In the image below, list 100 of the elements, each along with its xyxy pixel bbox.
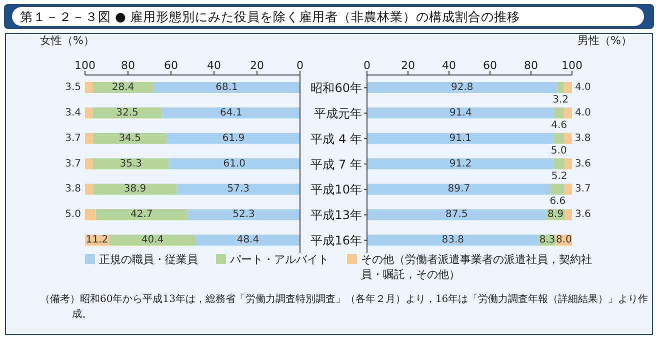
data-label: 68.1 — [216, 82, 238, 93]
data-label: 52.3 — [232, 209, 255, 220]
y-tick-label: 平成10年 — [310, 182, 362, 197]
data-label: 92.8 — [450, 82, 474, 93]
y-tick-label: 平成元年 — [314, 106, 362, 120]
data-label: 11.2 — [86, 234, 108, 246]
legend-label: 正規の職員・従業員 — [99, 252, 198, 267]
data-label: 61.0 — [223, 158, 246, 170]
bar — [367, 184, 551, 195]
bar — [557, 82, 564, 93]
x-tick-label: 80 — [524, 59, 538, 72]
data-label: 8.9 — [548, 209, 564, 220]
x-tick-label: 40 — [207, 59, 221, 72]
bar — [92, 132, 167, 144]
y-tick-label: 平成 4 年 — [310, 132, 362, 146]
x-tick-label: 20 — [250, 59, 264, 72]
bar — [367, 234, 539, 246]
bar — [564, 184, 572, 195]
data-label: 5.2 — [551, 170, 568, 182]
x-tick-label: 100 — [562, 59, 582, 72]
bar — [554, 158, 565, 170]
data-label: 35.3 — [120, 158, 142, 170]
x-tick-label: 0 — [364, 59, 370, 72]
bar — [168, 158, 300, 170]
y-tick-label: 平成 7 年 — [310, 157, 362, 172]
data-label: 3.8 — [574, 132, 591, 144]
x-tick-label: 60 — [483, 59, 497, 72]
data-label: 3.6 — [575, 209, 591, 220]
x-tick-label: 100 — [74, 59, 96, 72]
data-label: 91.4 — [450, 107, 472, 118]
data-label: 34.5 — [118, 132, 141, 144]
data-label: 32.5 — [116, 107, 138, 118]
data-label: 5.0 — [65, 209, 81, 220]
bar — [367, 209, 546, 220]
bar — [85, 107, 92, 118]
data-label: 3.7 — [575, 184, 591, 195]
data-label: 6.6 — [550, 196, 566, 208]
bar — [554, 132, 564, 144]
data-label: 89.7 — [448, 184, 470, 195]
data-label: 5.0 — [550, 145, 567, 156]
data-label: 8.0 — [556, 234, 572, 246]
data-label: 28.4 — [112, 82, 134, 93]
data-label: 91.1 — [449, 132, 472, 144]
bar — [564, 82, 572, 93]
bar — [85, 82, 93, 93]
bar — [367, 82, 558, 93]
bar — [564, 132, 572, 144]
bar — [554, 107, 564, 118]
bar — [564, 209, 572, 220]
bar — [92, 158, 169, 170]
bar — [162, 107, 300, 118]
bar — [367, 132, 554, 144]
bar — [564, 158, 572, 170]
bar — [85, 158, 93, 170]
x-tick-label: 40 — [442, 59, 456, 72]
text: （備考）昭和60年から平成13年は，総務省「労働力調査特別調査」（各年２月）より，16年は「労働力調査年報（詳細結果）」より作成。 — [40, 292, 650, 322]
x-tick-label: 80 — [121, 59, 135, 72]
bar — [85, 184, 94, 195]
bar — [176, 184, 300, 195]
data-label: 83.8 — [442, 234, 464, 246]
data-label: 3.5 — [65, 82, 81, 93]
data-label: 64.1 — [220, 107, 242, 118]
bar — [166, 132, 300, 144]
x-tick-label: 20 — [401, 59, 415, 72]
x-axis-title: 女性（%） — [40, 33, 94, 48]
data-label: 3.7 — [65, 158, 81, 170]
bar — [550, 184, 564, 195]
x-axis-title: 男性（%） — [578, 33, 632, 48]
data-label: 61.9 — [222, 132, 245, 144]
data-label: 3.2 — [552, 94, 568, 106]
data-label: 48.4 — [236, 234, 260, 246]
legend-label: その他（労働者派遣事業者の派遣社員，契約社員・嘱託，その他） — [361, 252, 593, 282]
data-label: 3.6 — [575, 158, 591, 170]
legend-label: パート・アルバイト — [230, 252, 329, 267]
bar — [564, 107, 572, 118]
chart-title: 第１－２－３図 ● 雇用形態別にみた役員を除く雇用者（非農林業）の構成割合の推移 — [12, 7, 644, 26]
x-tick-label: 0 — [296, 59, 304, 72]
bar — [367, 158, 554, 170]
data-label: 91.2 — [449, 158, 472, 170]
data-label: 3.8 — [65, 184, 81, 195]
data-label: 38.9 — [124, 184, 146, 195]
data-label: 57.3 — [227, 184, 250, 195]
x-tick-label: 60 — [164, 59, 178, 72]
bar — [92, 107, 162, 118]
data-label: 3.7 — [65, 132, 81, 144]
data-label: 3.4 — [65, 107, 81, 118]
data-label: 87.5 — [446, 209, 468, 220]
bar — [196, 234, 300, 246]
bar — [188, 209, 300, 220]
data-label: 4.6 — [551, 120, 568, 131]
bar — [93, 184, 177, 195]
y-tick-label: 平成13年 — [310, 208, 362, 222]
bar — [109, 234, 196, 246]
data-label: 4.0 — [575, 82, 591, 93]
y-tick-label: 平成16年 — [310, 234, 362, 248]
y-tick-label: 昭和60年 — [310, 80, 362, 95]
bar — [367, 107, 554, 118]
bar — [154, 82, 300, 93]
bar — [96, 209, 188, 220]
bar — [85, 132, 93, 144]
